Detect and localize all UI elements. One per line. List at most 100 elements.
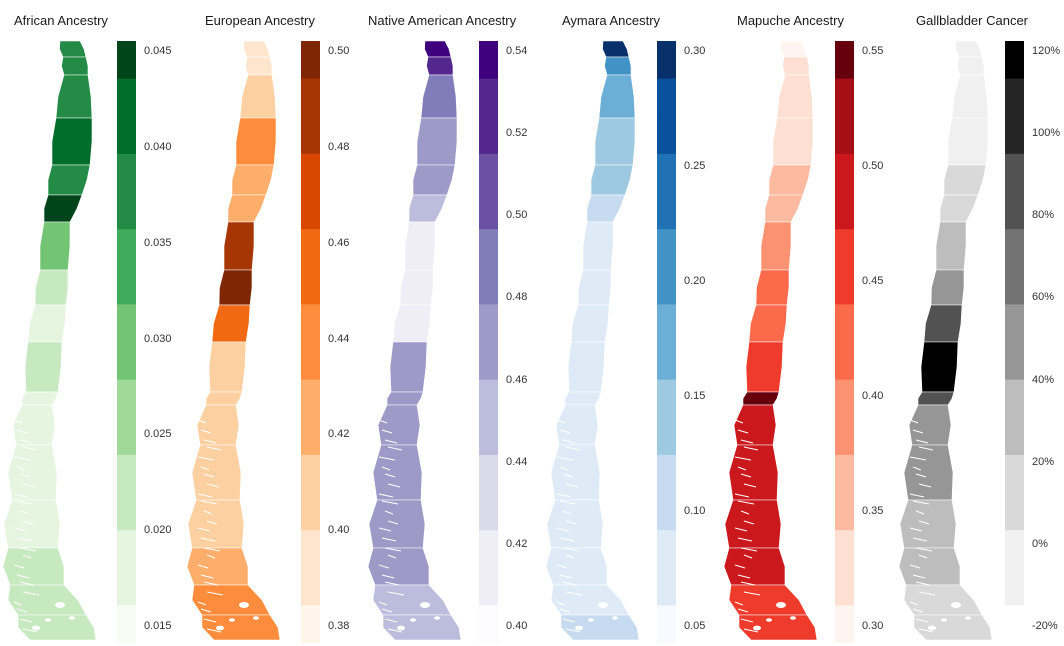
- coast-fjord: [378, 527, 392, 532]
- coast-fjord: [200, 537, 216, 542]
- map-region: [416, 117, 458, 166]
- coast-fjord: [387, 483, 401, 488]
- coast-fjord: [206, 483, 220, 488]
- coast-fjord: [565, 483, 579, 488]
- map-region: [723, 547, 786, 586]
- coast-fjord: [912, 574, 926, 579]
- map-region: [223, 221, 255, 271]
- map-region: [420, 74, 458, 119]
- map-region: [39, 221, 71, 271]
- coast-fjord: [203, 473, 215, 478]
- coast-fjord: [22, 446, 38, 451]
- coast-fjord: [918, 520, 930, 525]
- map-region: [196, 404, 240, 446]
- map-region: [12, 404, 56, 446]
- map-region: [24, 341, 63, 393]
- map-region: [577, 269, 612, 306]
- map-region: [239, 74, 277, 119]
- lake-shape: [766, 618, 772, 622]
- coast-fjord: [19, 618, 33, 623]
- coast-fjord: [13, 493, 29, 498]
- coast-fjord: [737, 466, 747, 471]
- map-region: [389, 341, 428, 393]
- coast-fjord: [909, 456, 927, 461]
- coast-fjord: [197, 601, 207, 606]
- colorbar-step: [117, 379, 136, 418]
- colorbar-step: [657, 454, 676, 494]
- colorbar-step: [657, 266, 676, 305]
- colorbar-step: [301, 304, 320, 343]
- colorbar-tick-label: 0.020: [144, 524, 172, 537]
- coast-fjord: [387, 554, 397, 559]
- coast-fjord: [562, 439, 576, 444]
- coast-fjord: [13, 601, 23, 606]
- coast-fjord: [381, 466, 391, 471]
- colorbar-tick-label: 0.48: [506, 291, 528, 304]
- lake-shape: [951, 602, 961, 608]
- colorbar-step: [835, 530, 854, 569]
- map-region: [186, 547, 249, 586]
- colorbar-step: [301, 78, 320, 117]
- colorbar-step: [1005, 153, 1024, 193]
- map-region: [424, 40, 452, 58]
- colorbar-step: [1005, 567, 1024, 606]
- lake-shape: [753, 625, 761, 631]
- coast-fjord: [22, 628, 38, 633]
- panel-title: Gallbladder Cancer: [916, 13, 1029, 28]
- map-region: [598, 74, 636, 119]
- colorbar-step: [117, 454, 136, 494]
- colorbar-step: [1005, 78, 1024, 117]
- coast-fjord: [16, 574, 30, 579]
- coast-fjord: [19, 473, 31, 478]
- coast-fjord: [13, 456, 31, 461]
- colorbar: [1005, 41, 1024, 643]
- coast-fjord: [197, 527, 211, 532]
- map-region: [426, 56, 454, 76]
- coast-fjord: [378, 456, 396, 461]
- colorbar-step: [835, 492, 854, 531]
- coast-fjord: [16, 429, 28, 434]
- coast-fjord: [565, 520, 577, 525]
- lake-shape: [598, 602, 608, 608]
- coast-fjord: [912, 537, 928, 542]
- colorbar-step: [301, 116, 320, 155]
- coast-fjord: [562, 510, 572, 515]
- colorbar-tick-label: -20%: [1032, 620, 1058, 632]
- map-region: [917, 391, 955, 406]
- colorbar-step: [117, 41, 136, 80]
- map-region: [564, 391, 602, 406]
- lake-shape: [965, 616, 971, 620]
- colorbar-step: [117, 153, 136, 193]
- chile-map: [898, 40, 993, 641]
- colorbar-step: [117, 417, 136, 456]
- coast-fjord: [918, 446, 934, 451]
- map-region: [191, 584, 271, 616]
- map-region: [903, 584, 983, 616]
- colorbar-step: [301, 229, 320, 268]
- map-region: [903, 444, 954, 501]
- map-region: [412, 164, 456, 196]
- coast-fjord: [378, 564, 390, 569]
- colorbar-step: [301, 191, 320, 230]
- coast-fjord: [740, 618, 754, 623]
- colorbar-tick-label: 0.040: [144, 140, 172, 153]
- map-region: [61, 56, 89, 76]
- colorbar-step: [301, 492, 320, 531]
- coast-fjord: [565, 446, 581, 451]
- map-region: [738, 614, 818, 641]
- coast-fjord: [909, 527, 923, 532]
- coast-fjord: [22, 554, 32, 559]
- map-region: [955, 40, 983, 58]
- colorbar-step: [835, 41, 854, 80]
- coast-fjord: [562, 581, 578, 586]
- map-region: [939, 194, 979, 223]
- colorbar-tick-label: 0.15: [684, 390, 706, 402]
- lake-shape: [434, 616, 440, 620]
- colorbar-step: [117, 304, 136, 343]
- colorbar-step: [479, 454, 498, 494]
- panel-title: Mapuche Ancestry: [737, 13, 844, 28]
- coast-fjord: [559, 537, 575, 542]
- map-region: [408, 194, 448, 223]
- colorbar-tick-label: 0.46: [328, 236, 350, 249]
- panel-title: African Ancestry: [14, 13, 108, 28]
